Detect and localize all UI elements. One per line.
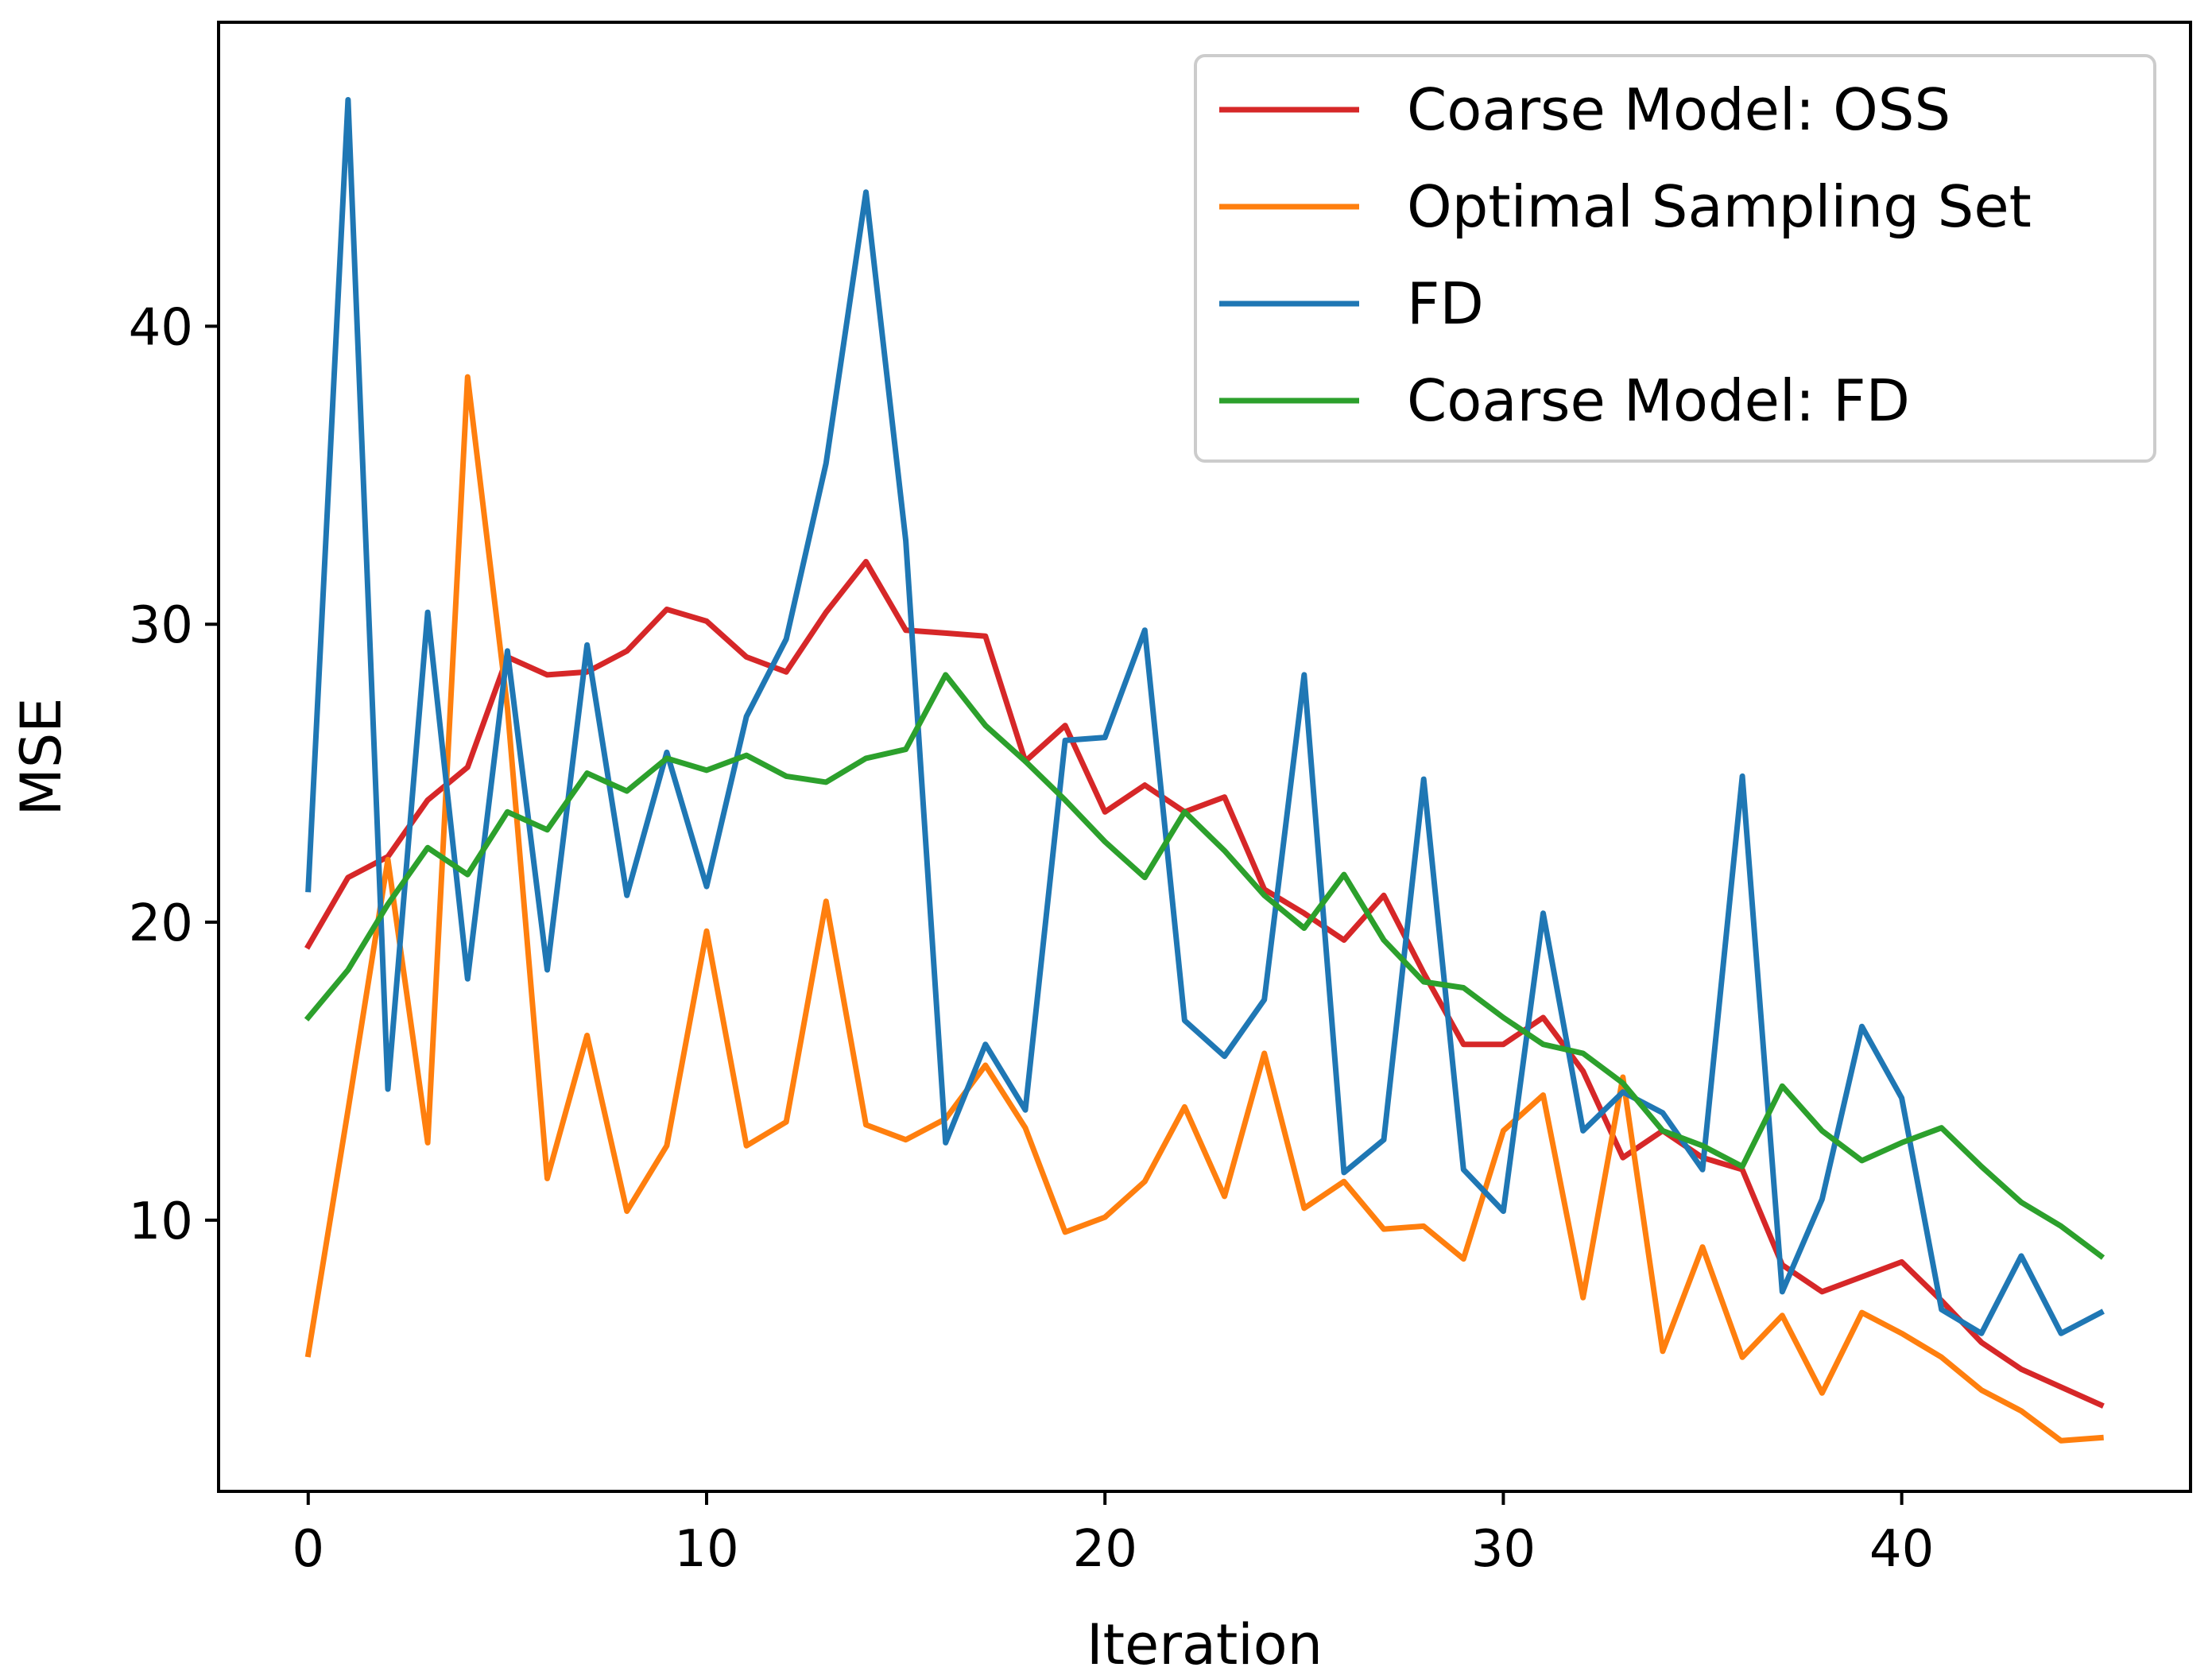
x-tick-label: 10 (674, 1520, 738, 1579)
y-tick-label: 20 (129, 894, 193, 953)
y-tick-label: 30 (129, 596, 193, 655)
x-axis-label: Iteration (1087, 1612, 1323, 1675)
legend-label: Coarse Model: OSS (1407, 76, 1951, 143)
x-tick-label: 30 (1471, 1520, 1536, 1579)
legend-label: Optimal Sampling Set (1407, 173, 2032, 240)
legend: Coarse Model: OSS Optimal Sampling Set FD C… (1194, 54, 2156, 463)
plot-frame (217, 21, 2192, 1493)
series-line-2 (305, 97, 2105, 1336)
series-line-3 (304, 672, 2105, 1260)
y-tick-label: 40 (129, 298, 193, 357)
y-axis-label: MSE (9, 697, 74, 816)
legend-box (1194, 54, 2156, 463)
y-axis-ticks: 10 20 30 40 (129, 298, 219, 1251)
x-tick-label: 40 (1869, 1520, 1934, 1579)
legend-label: Coarse Model: FD (1407, 367, 1910, 434)
legend-label: FD (1407, 270, 1484, 337)
series-line-1 (304, 374, 2104, 1444)
x-axis-ticks: 0 10 20 30 40 (292, 1491, 1934, 1579)
legend-items: Coarse Model: OSS Optimal Sampling Set FD C… (1219, 76, 2032, 434)
series-line-0 (304, 559, 2105, 1409)
series-layer (304, 97, 2105, 1444)
x-tick-label: 0 (292, 1520, 324, 1579)
x-tick-label: 20 (1072, 1520, 1137, 1579)
y-tick-label: 10 (129, 1192, 193, 1251)
